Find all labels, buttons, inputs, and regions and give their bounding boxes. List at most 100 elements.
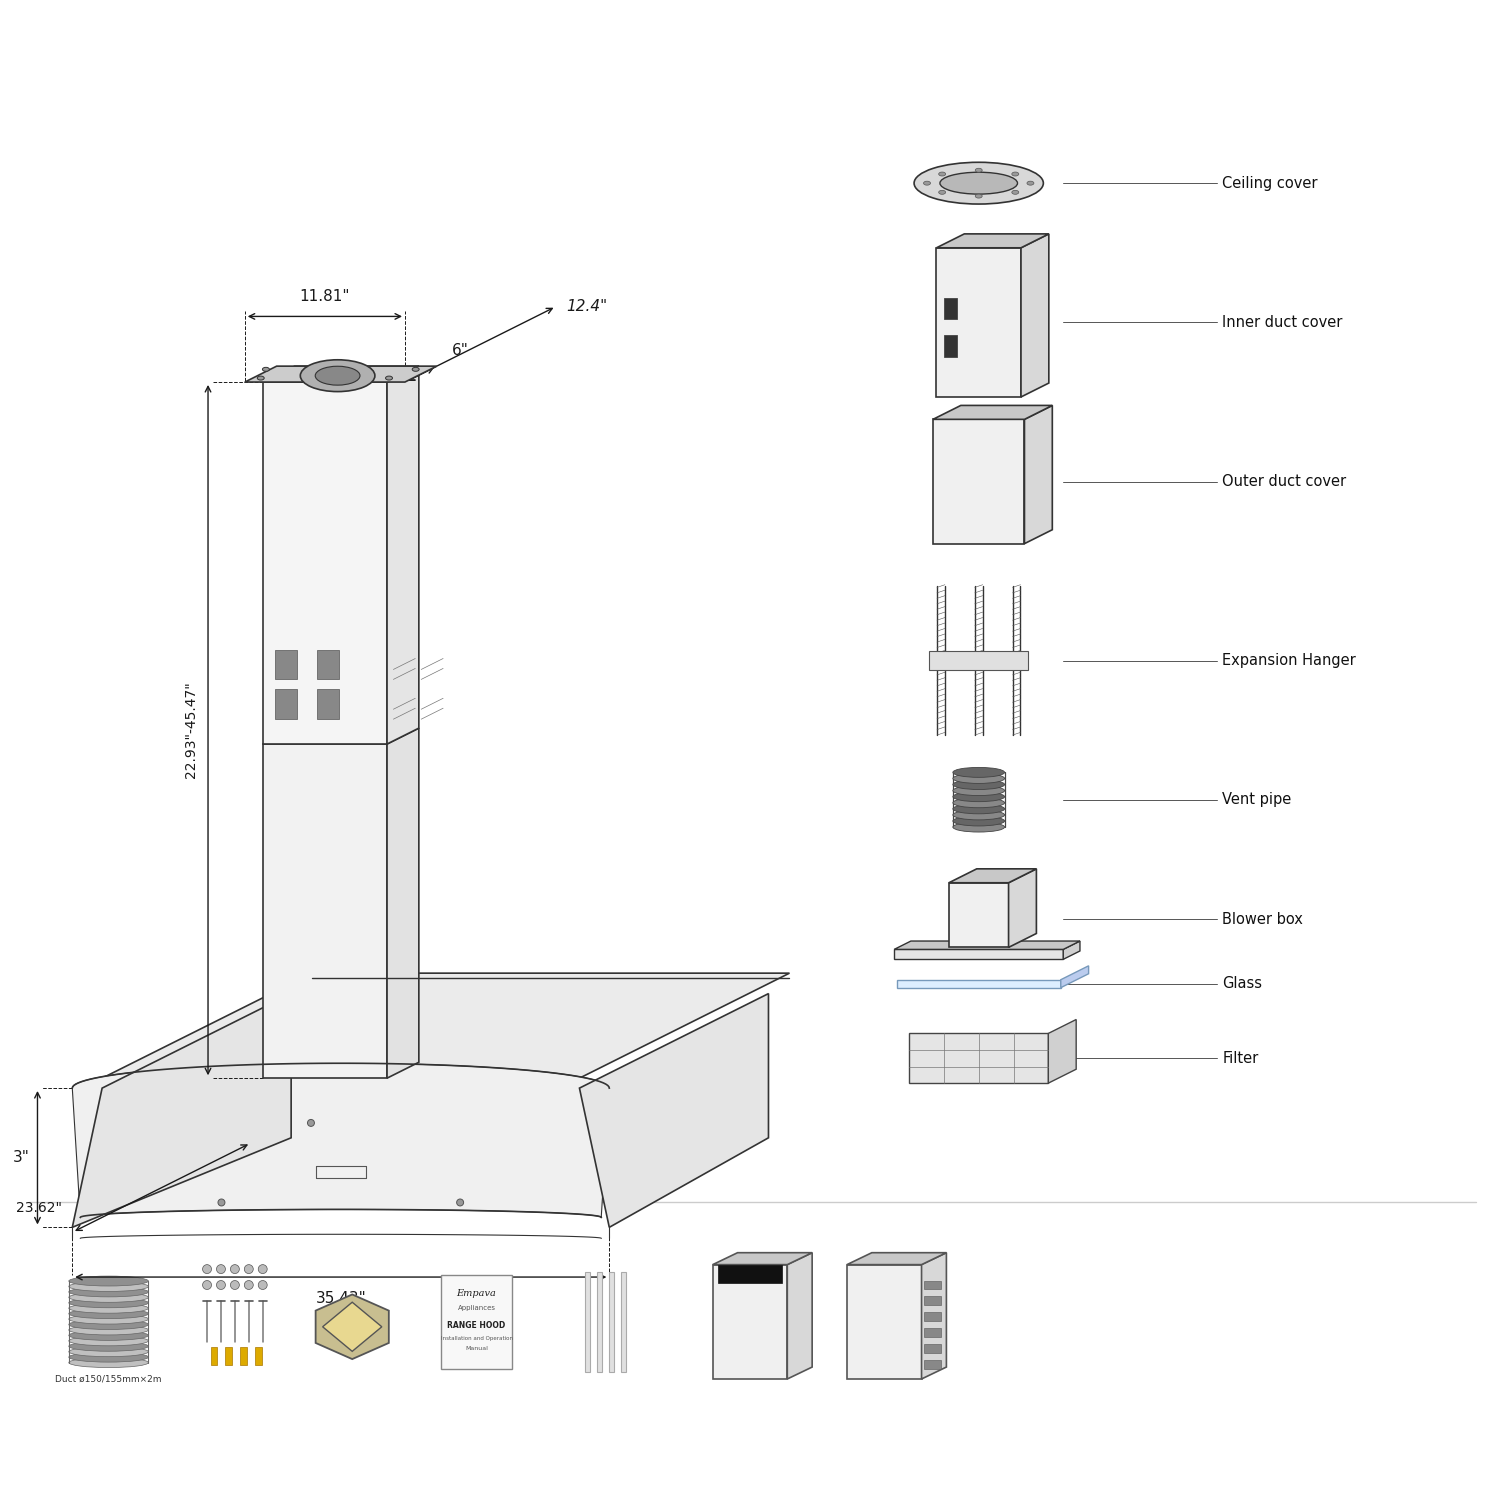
Polygon shape [579,993,768,1227]
Ellipse shape [952,780,1005,789]
Text: 35.43": 35.43" [315,1292,366,1306]
Ellipse shape [202,1281,211,1290]
Polygon shape [387,728,418,1078]
Polygon shape [1064,940,1080,960]
Ellipse shape [217,1198,225,1206]
Text: Filter: Filter [1222,1052,1258,1066]
Bar [240,1347,248,1365]
Bar [441,1275,513,1370]
Ellipse shape [939,172,945,176]
Ellipse shape [262,368,270,372]
Ellipse shape [231,1281,240,1290]
Polygon shape [936,248,1022,398]
Text: 3": 3" [12,1150,30,1166]
Polygon shape [1008,868,1036,948]
Polygon shape [933,405,1053,420]
Text: Expansion Hanger: Expansion Hanger [1222,652,1356,668]
Ellipse shape [69,1314,148,1324]
Bar [924,1329,942,1336]
Text: Glass: Glass [1222,976,1263,992]
Ellipse shape [300,360,375,392]
Bar [318,650,339,680]
Ellipse shape [69,1276,148,1286]
Polygon shape [894,940,1080,950]
Polygon shape [933,420,1024,543]
Polygon shape [788,1252,812,1378]
Text: Appliances: Appliances [458,1305,495,1311]
Text: 12.4": 12.4" [566,298,608,314]
Polygon shape [936,234,1048,248]
Bar [621,1272,626,1371]
Text: RANGE HOOD: RANGE HOOD [447,1322,506,1330]
Polygon shape [1022,234,1048,398]
Ellipse shape [69,1358,148,1368]
Ellipse shape [258,1264,267,1274]
Ellipse shape [1028,182,1033,184]
Text: Empava: Empava [456,1290,497,1299]
Ellipse shape [456,1198,464,1206]
Ellipse shape [315,366,360,386]
Text: Duct ø150/155mm×2m: Duct ø150/155mm×2m [56,1374,162,1383]
Ellipse shape [952,816,1005,827]
Ellipse shape [413,368,419,372]
Polygon shape [712,1252,812,1264]
Polygon shape [847,1264,921,1378]
Ellipse shape [952,774,1005,783]
Ellipse shape [952,798,1005,807]
Ellipse shape [216,1281,225,1290]
Bar [945,336,957,357]
Polygon shape [950,868,1036,883]
Ellipse shape [69,1347,148,1356]
Polygon shape [102,974,789,1078]
Ellipse shape [69,1336,148,1346]
Text: Ceiling cover: Ceiling cover [1222,176,1318,190]
Ellipse shape [924,182,930,184]
Polygon shape [262,382,387,744]
Bar [585,1272,591,1371]
Text: 22.93"-45.47": 22.93"-45.47" [184,681,198,778]
Bar [924,1344,942,1353]
Bar [928,651,1029,670]
Ellipse shape [69,1308,148,1318]
Polygon shape [322,1302,382,1352]
Text: Vent pipe: Vent pipe [1222,792,1292,807]
Polygon shape [950,884,1008,948]
Polygon shape [894,950,1064,960]
Bar [274,650,297,680]
Bar [609,1272,615,1371]
Text: 6": 6" [452,344,468,358]
Text: Inner duct cover: Inner duct cover [1222,315,1342,330]
Text: Manual: Manual [465,1346,488,1352]
Polygon shape [1060,966,1089,987]
Polygon shape [387,366,418,744]
Ellipse shape [975,168,982,172]
Polygon shape [847,1252,946,1264]
Bar [597,1272,603,1371]
Ellipse shape [914,162,1044,204]
Ellipse shape [952,804,1005,814]
Ellipse shape [216,1264,225,1274]
Text: Installation and Operation: Installation and Operation [441,1336,513,1341]
Text: 11.81": 11.81" [300,290,350,304]
Ellipse shape [69,1304,148,1312]
Ellipse shape [69,1287,148,1298]
Ellipse shape [69,1293,148,1302]
Polygon shape [72,993,291,1227]
Polygon shape [244,366,436,382]
Ellipse shape [69,1320,148,1329]
Ellipse shape [69,1298,148,1308]
Ellipse shape [231,1264,240,1274]
Ellipse shape [258,376,264,380]
Polygon shape [921,1252,946,1378]
Bar [924,1312,942,1322]
Ellipse shape [69,1330,148,1341]
Bar [318,690,339,718]
Polygon shape [712,1264,788,1378]
Ellipse shape [940,172,1017,194]
Ellipse shape [308,1119,315,1126]
Bar [717,1264,783,1282]
Bar [924,1360,942,1370]
Ellipse shape [386,376,393,380]
Text: 23.62": 23.62" [16,1200,63,1215]
Ellipse shape [952,768,1005,777]
